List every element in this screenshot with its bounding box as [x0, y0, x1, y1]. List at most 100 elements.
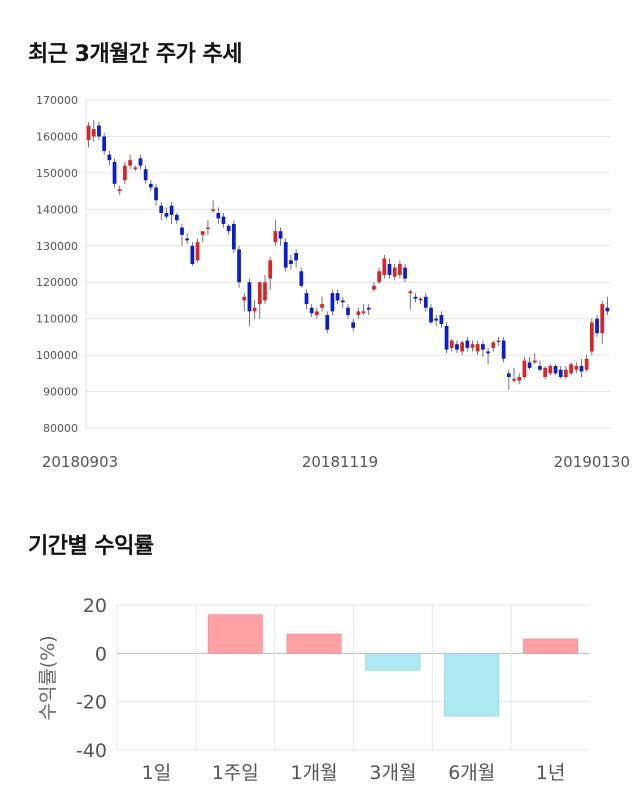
- candle: [123, 161, 127, 184]
- candle-body: [315, 311, 319, 316]
- candle: [387, 258, 392, 279]
- y-tick-label: 120000: [36, 276, 78, 289]
- candle-body: [107, 154, 112, 161]
- candle: [423, 293, 428, 312]
- candle: [372, 282, 376, 292]
- candle-body: [252, 307, 257, 312]
- price-candlestick-chart: 80000 90000 100000 110000 120000 130000 140000…: [36, 94, 630, 471]
- candle-body: [527, 362, 532, 368]
- candle: [117, 185, 122, 195]
- y-tick-label: 0: [95, 643, 107, 665]
- candle: [304, 289, 309, 310]
- candle: [392, 264, 397, 281]
- candle: [112, 158, 117, 188]
- candle: [475, 340, 480, 356]
- candle: [325, 311, 330, 334]
- candle: [408, 289, 413, 310]
- candle-body: [320, 304, 324, 308]
- candle-body: [257, 282, 262, 305]
- candle-body: [408, 291, 413, 294]
- y-tick-label: -20: [76, 692, 107, 714]
- return-bar: [365, 653, 421, 671]
- candle-body: [133, 167, 138, 170]
- return-bar: [207, 614, 263, 654]
- candle: [237, 245, 241, 288]
- candle: [206, 220, 210, 235]
- y-tick-label: -40: [76, 740, 107, 762]
- candle-body: [600, 304, 605, 334]
- candle: [346, 304, 350, 319]
- candle: [159, 202, 164, 221]
- candle: [335, 289, 340, 305]
- candle: [558, 366, 563, 379]
- candle-body: [325, 315, 330, 330]
- candle: [496, 336, 501, 346]
- y-tick-label: 20: [83, 595, 107, 617]
- candle: [226, 223, 231, 235]
- candle: [382, 254, 387, 279]
- candle-body: [91, 129, 96, 137]
- candle: [589, 318, 594, 356]
- x-tick-label: 20181119: [302, 453, 378, 471]
- candle: [133, 165, 138, 172]
- candle-body: [423, 296, 428, 308]
- candle: [351, 318, 356, 332]
- candle: [97, 121, 101, 141]
- candle: [444, 322, 449, 354]
- candle-body: [491, 342, 496, 348]
- candle: [491, 340, 496, 352]
- candle: [340, 296, 345, 308]
- candle-body: [506, 373, 511, 377]
- candle: [268, 256, 273, 290]
- candle-body: [195, 242, 200, 261]
- candle-body: [501, 340, 506, 359]
- y-tick-label: 100000: [36, 349, 78, 362]
- candle-body: [200, 231, 205, 235]
- x-tick-label: 6개월: [448, 762, 495, 784]
- candle: [356, 307, 361, 319]
- candle-body: [346, 307, 350, 316]
- candle-body: [538, 366, 542, 370]
- candle: [174, 212, 179, 224]
- price-trend-title: 최근 3개월간 주가 추세: [28, 42, 242, 67]
- candle-body: [351, 322, 356, 328]
- candle-body: [361, 311, 366, 313]
- candle: [154, 183, 158, 206]
- candle-body: [247, 282, 252, 312]
- candle: [107, 151, 112, 166]
- candle: [242, 293, 247, 312]
- candle: [543, 366, 548, 379]
- candle: [418, 296, 423, 305]
- candle: [595, 315, 599, 337]
- candle: [143, 165, 148, 184]
- candle: [283, 238, 288, 272]
- candle-body: [221, 216, 226, 224]
- x-tick-label: 1일: [142, 762, 172, 784]
- candle-body: [242, 296, 247, 301]
- y-tick-label: 80000: [43, 422, 78, 435]
- candle: [164, 207, 169, 219]
- candle-body: [335, 293, 340, 301]
- y-tick-label: 150000: [36, 167, 78, 180]
- candle-body: [522, 360, 527, 377]
- candle: [102, 132, 107, 155]
- candle-body: [470, 344, 475, 348]
- candle-body: [148, 183, 153, 188]
- candle: [315, 307, 319, 319]
- candle-body: [164, 212, 169, 217]
- candle: [294, 249, 298, 268]
- y-tick-label: 160000: [36, 130, 78, 143]
- candle: [86, 121, 91, 148]
- candle-body: [372, 285, 376, 290]
- candle-body: [263, 282, 267, 301]
- candle-body: [231, 223, 236, 250]
- candle: [455, 340, 459, 354]
- candle: [486, 347, 490, 365]
- candle: [460, 340, 465, 356]
- candle-body: [486, 351, 490, 354]
- candle-body: [429, 307, 433, 323]
- candle-body: [237, 249, 241, 283]
- candle-body: [309, 307, 314, 314]
- candle-body: [569, 364, 573, 374]
